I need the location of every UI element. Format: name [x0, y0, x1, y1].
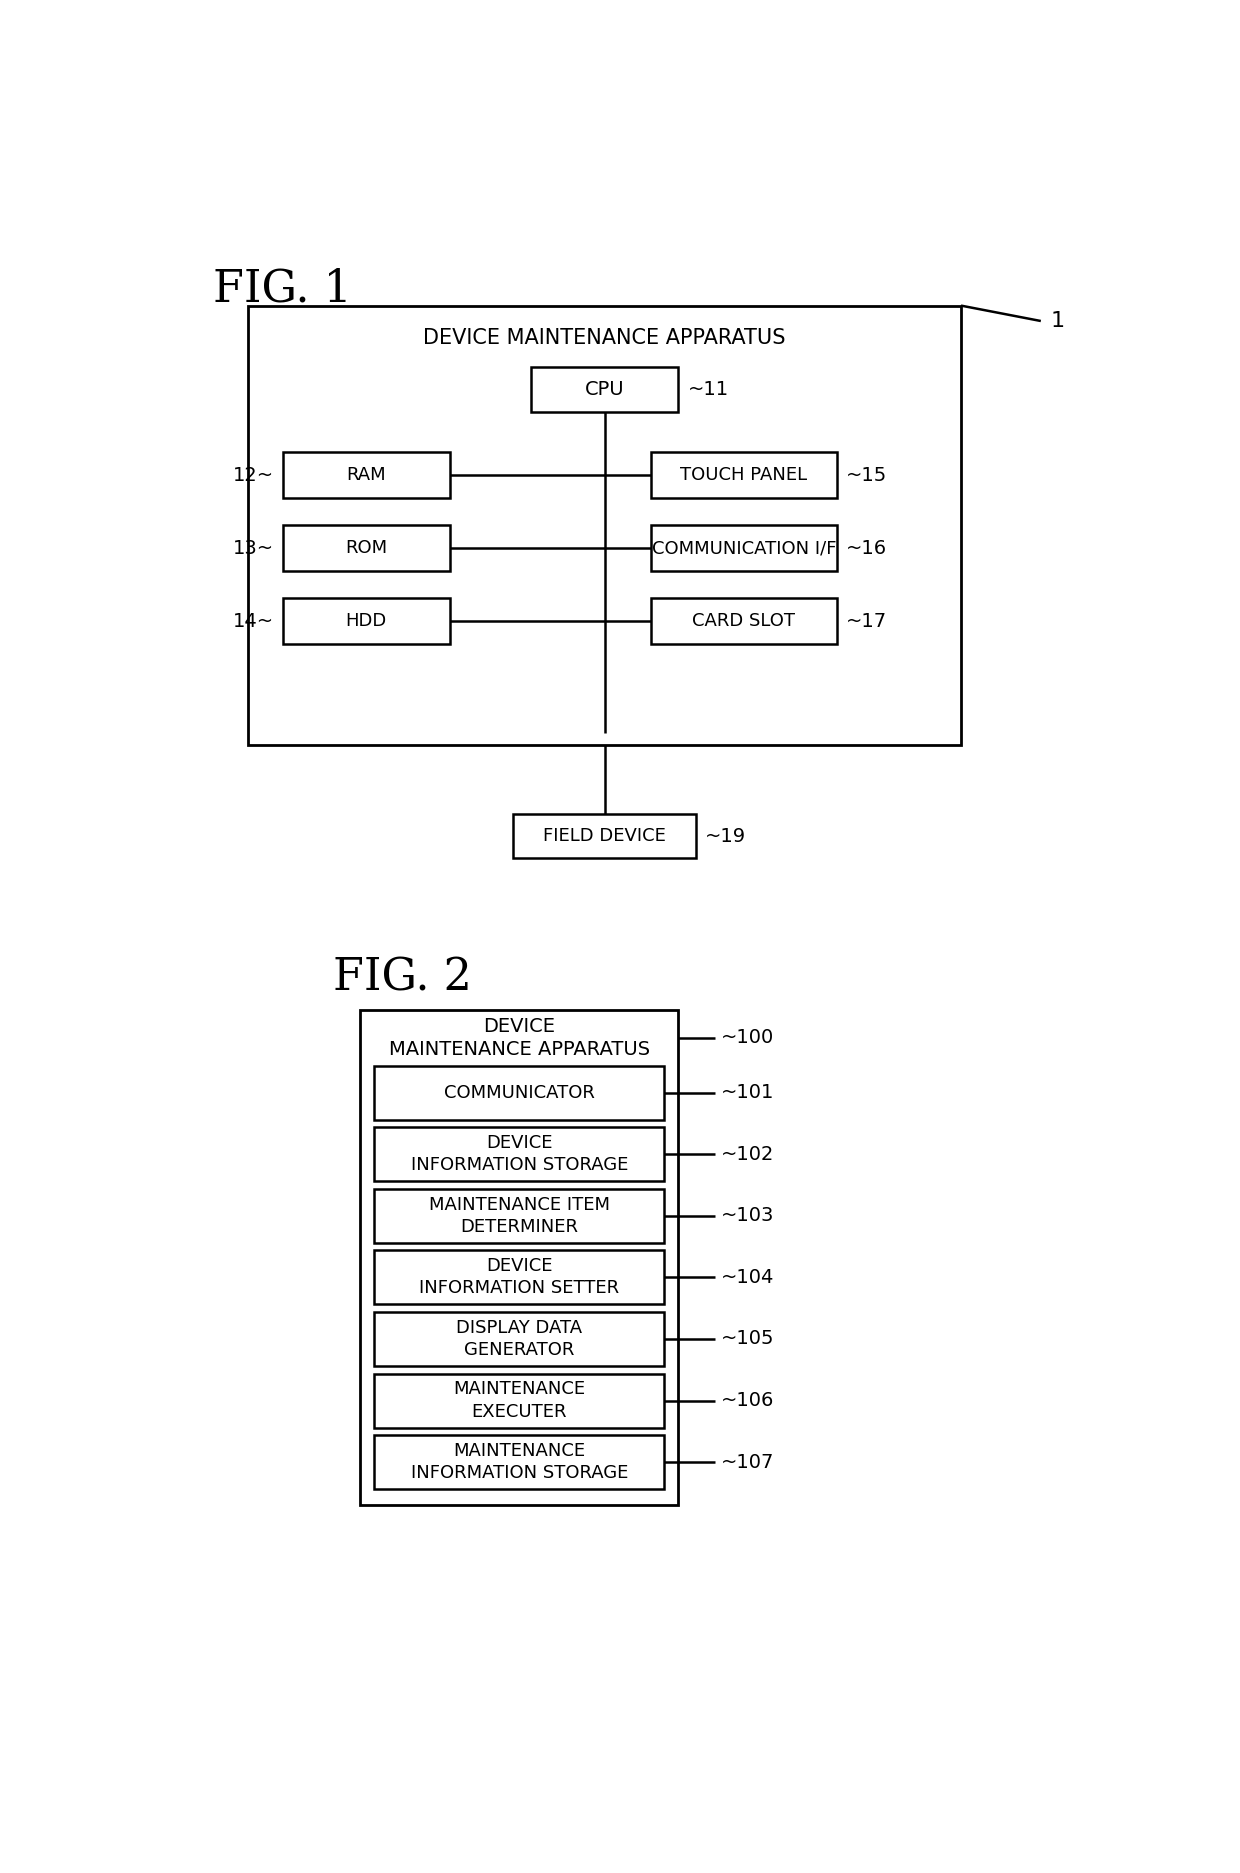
Bar [283, 451, 449, 498]
Bar [283, 597, 449, 644]
Bar [374, 1251, 665, 1304]
Text: COMMUNICATOR: COMMUNICATOR [444, 1084, 595, 1101]
Text: TOUCH PANEL: TOUCH PANEL [681, 466, 807, 483]
Text: ROM: ROM [345, 539, 387, 556]
Bar [374, 1311, 665, 1365]
Bar [374, 1435, 665, 1489]
Text: MAINTENANCE
EXECUTER: MAINTENANCE EXECUTER [453, 1380, 585, 1420]
Bar [374, 1128, 665, 1182]
Text: ~105: ~105 [720, 1330, 774, 1349]
Text: ~15: ~15 [847, 466, 888, 485]
Text: DISPLAY DATA
GENERATOR: DISPLAY DATA GENERATOR [456, 1319, 583, 1360]
Text: CPU: CPU [585, 380, 624, 399]
Text: 13~: 13~ [232, 539, 274, 558]
Text: DEVICE
INFORMATION SETTER: DEVICE INFORMATION SETTER [419, 1257, 619, 1298]
Text: ~103: ~103 [720, 1206, 774, 1225]
Text: MAINTENANCE
INFORMATION STORAGE: MAINTENANCE INFORMATION STORAGE [410, 1442, 627, 1482]
Bar [374, 1373, 665, 1427]
Text: FIG. 2: FIG. 2 [334, 957, 472, 1000]
Text: MAINTENANCE ITEM
DETERMINER: MAINTENANCE ITEM DETERMINER [429, 1195, 610, 1236]
Bar [651, 524, 837, 571]
Text: ~16: ~16 [847, 539, 888, 558]
Bar [374, 1189, 665, 1242]
Text: DEVICE MAINTENANCE APPARATUS: DEVICE MAINTENANCE APPARATUS [423, 328, 786, 348]
Bar [374, 1066, 665, 1120]
Bar [513, 813, 696, 858]
Text: ~102: ~102 [720, 1144, 774, 1163]
Text: CARD SLOT: CARD SLOT [692, 612, 796, 631]
Text: FIG. 1: FIG. 1 [213, 268, 352, 311]
Text: COMMUNICATION I/F: COMMUNICATION I/F [652, 539, 836, 556]
Text: FIELD DEVICE: FIELD DEVICE [543, 828, 666, 845]
Text: ~11: ~11 [687, 380, 729, 399]
Bar [248, 305, 961, 744]
Bar [531, 367, 678, 412]
Text: DEVICE
INFORMATION STORAGE: DEVICE INFORMATION STORAGE [410, 1133, 627, 1174]
Bar [651, 597, 837, 644]
Text: ~17: ~17 [847, 612, 888, 631]
Text: ~19: ~19 [704, 826, 746, 845]
Bar [651, 451, 837, 498]
Text: ~106: ~106 [720, 1392, 774, 1410]
Text: ~107: ~107 [720, 1453, 774, 1472]
Text: 1: 1 [1050, 311, 1064, 332]
Text: HDD: HDD [346, 612, 387, 631]
Text: RAM: RAM [346, 466, 386, 483]
Text: ~101: ~101 [720, 1083, 774, 1101]
Bar [361, 1010, 678, 1504]
Text: 14~: 14~ [232, 612, 274, 631]
Text: ~100: ~100 [720, 1028, 774, 1047]
Text: ~104: ~104 [720, 1268, 774, 1287]
Text: 12~: 12~ [232, 466, 274, 485]
Text: DEVICE
MAINTENANCE APPARATUS: DEVICE MAINTENANCE APPARATUS [388, 1017, 650, 1058]
Bar [283, 524, 449, 571]
